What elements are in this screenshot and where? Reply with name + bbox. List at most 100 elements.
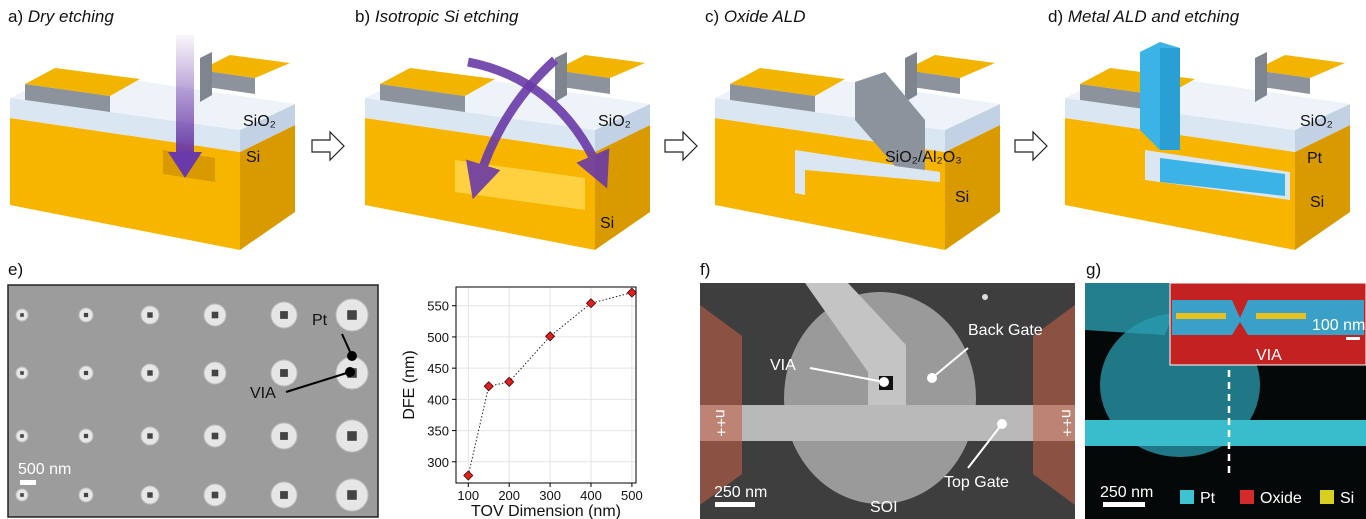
annotation: Back Gate <box>968 322 1043 339</box>
annotation: VIA <box>770 357 796 374</box>
gate-wall <box>905 52 917 102</box>
contact <box>700 305 742 505</box>
data-point <box>464 471 473 480</box>
via-core <box>280 311 288 319</box>
process-arrow <box>312 132 344 160</box>
panel-caption: d) Metal ALD and etching <box>1048 7 1240 26</box>
via-core <box>147 312 152 317</box>
via-core <box>347 490 357 500</box>
x-tick-label: 400 <box>580 488 602 503</box>
plot-frame <box>456 287 636 483</box>
panel-label: e) <box>8 260 23 279</box>
y-tick-label: 350 <box>427 424 449 439</box>
illustrations <box>10 35 1350 250</box>
gate-wall <box>555 52 567 102</box>
panel-title: Oxide ALD <box>724 7 806 26</box>
data-point <box>627 288 636 297</box>
page: a) Dry etching b) Isotropic Si etching c… <box>0 0 1366 519</box>
annotation: n++ <box>1058 409 1075 437</box>
x-tick-label: 200 <box>498 488 520 503</box>
via-core <box>84 313 88 317</box>
annotation: Si <box>1310 194 1324 211</box>
annotation: SiO₂ <box>598 113 631 130</box>
x-tick-label: 100 <box>457 488 479 503</box>
legend-label: Si <box>1340 490 1354 507</box>
panel-title: Metal ALD and etching <box>1068 7 1240 26</box>
via-core <box>347 431 357 441</box>
legend-swatch <box>1240 490 1254 504</box>
scale-label: 250 nm <box>714 484 767 501</box>
scale-label: 100 nm <box>1312 317 1365 334</box>
annotation: SiO₂/Al₂O₃ <box>885 149 962 166</box>
via-core <box>280 491 288 499</box>
annotation: Pt <box>1307 150 1323 167</box>
annotation: Si <box>955 189 969 206</box>
via-core <box>20 493 24 497</box>
y-tick-label: 550 <box>427 299 449 314</box>
via-core <box>280 369 288 377</box>
gate-wall <box>200 52 212 102</box>
via-core <box>347 310 357 320</box>
legend-swatch <box>1180 490 1194 504</box>
scale-label: 500 nm <box>18 461 71 478</box>
legend-label: Pt <box>1200 490 1216 507</box>
panel-label: f) <box>700 260 710 279</box>
pt-via-side <box>1160 48 1180 150</box>
x-axis-label: TOV Dimension (nm) <box>471 503 621 519</box>
annotation: Si <box>600 215 614 232</box>
via-core <box>212 312 219 319</box>
via-core <box>212 370 219 377</box>
y-axis-label: DFE (nm) <box>401 350 418 419</box>
via-core <box>84 493 88 497</box>
annotation: Pt <box>312 312 328 329</box>
annotation: n++ <box>712 409 729 437</box>
annotation: SOI <box>870 499 898 516</box>
via-core <box>147 433 152 438</box>
legend-swatch <box>1320 490 1334 504</box>
y-tick-label: 300 <box>427 455 449 470</box>
via-core <box>212 433 219 440</box>
pointer-dot <box>997 419 1007 429</box>
via-core <box>20 434 24 438</box>
y-tick-label: 500 <box>427 330 449 345</box>
panel-label: c) <box>705 7 719 26</box>
process-arrow <box>665 132 697 160</box>
particle <box>982 294 988 300</box>
inset-si <box>1176 313 1226 319</box>
via-core <box>20 371 24 375</box>
pt-bar <box>1085 420 1366 446</box>
scale-bar <box>1103 502 1145 507</box>
panel-label: d) <box>1048 7 1063 26</box>
figure: a) Dry etching b) Isotropic Si etching c… <box>0 0 1366 519</box>
etch-arrow <box>176 35 194 155</box>
scale-bar <box>20 480 36 485</box>
annotation: VIA <box>1256 347 1282 364</box>
panel-title: Isotropic Si etching <box>375 7 519 26</box>
legend-label: Oxide <box>1260 490 1302 507</box>
via-core <box>84 434 88 438</box>
inset-si <box>1256 313 1306 319</box>
via-core <box>84 371 88 375</box>
top-gate <box>700 405 1075 441</box>
via-core <box>20 313 24 317</box>
panel-caption: b) Isotropic Si etching <box>355 7 519 26</box>
gate-wall <box>1255 52 1267 102</box>
panel-label: g) <box>1086 260 1101 279</box>
panel-caption: a) Dry etching <box>8 7 114 26</box>
y-tick-label: 400 <box>427 392 449 407</box>
panel-title: Dry etching <box>28 7 115 26</box>
via-core <box>280 432 288 440</box>
panel-label: a) <box>8 7 23 26</box>
pointer-dot <box>879 377 889 387</box>
x-tick-label: 500 <box>621 488 643 503</box>
annotation: Top Gate <box>944 474 1009 491</box>
scale-label: 250 nm <box>1100 484 1153 501</box>
pointer-dot <box>347 351 357 361</box>
scale-bar <box>715 502 755 507</box>
annotation: SiO₂ <box>243 113 276 130</box>
panel-caption: c) Oxide ALD <box>705 7 805 26</box>
annotation: Si <box>246 149 260 166</box>
annotation: VIA <box>250 385 276 402</box>
x-tick-label: 300 <box>539 488 561 503</box>
